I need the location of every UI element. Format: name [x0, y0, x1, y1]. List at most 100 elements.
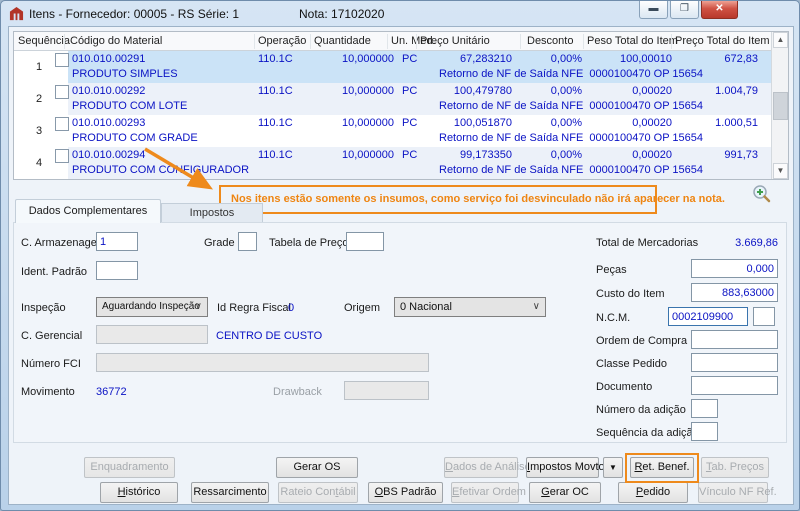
row-unit-price: 67,283210: [460, 53, 512, 65]
close-button[interactable]: ✕: [701, 1, 738, 19]
ordem-compra-label: Ordem de Compra: [596, 335, 688, 347]
row-description: PRODUTO COM GRADE: [72, 132, 198, 144]
pedido-button[interactable]: Pedido: [618, 482, 688, 503]
table-row[interactable]: 1 010.010.00291 110.1C 10,000000 PC 67,2…: [14, 51, 771, 83]
row-discount: 0,00%: [550, 149, 582, 161]
ressarcimento-button[interactable]: Ressarcimento: [191, 482, 269, 503]
row-checkbox[interactable]: [55, 149, 69, 163]
grade-input[interactable]: [238, 232, 257, 251]
pecas-input[interactable]: [691, 259, 778, 278]
row-material-code: 010.010.00293: [72, 117, 146, 129]
col-desconto[interactable]: Desconto: [527, 35, 574, 47]
row-operation: 110.1C: [258, 149, 293, 161]
row-sequence: 3: [35, 125, 43, 137]
row-unit-price: 99,173350: [460, 149, 512, 161]
enquadramento-button: Enquadramento: [84, 457, 175, 478]
tabela-preco-input[interactable]: [346, 232, 384, 251]
row-quantity: 10,000000: [342, 149, 394, 161]
title-bar[interactable]: Itens - Fornecedor: 00005 - RS Série: 1 …: [1, 1, 799, 26]
scroll-up-icon[interactable]: ▲: [773, 32, 788, 48]
classe-pedido-input[interactable]: [691, 353, 778, 372]
chevron-down-icon: ∨: [532, 301, 540, 312]
sequencia-adicao-label: Sequência da adição: [596, 427, 699, 439]
row-description: PRODUTO SIMPLES: [72, 68, 178, 80]
row-checkbox[interactable]: [55, 85, 69, 99]
tabela-preco-label: Tabela de Preço: [269, 237, 349, 249]
row-note: Retorno de NF de Saída NFE 0000100470 OP…: [439, 132, 703, 144]
row-sequence: 4: [35, 157, 43, 169]
col-preco-unit[interactable]: Preço Unitário: [420, 35, 490, 47]
obs-padrao-button[interactable]: OBS Padrão: [368, 482, 443, 503]
col-quantidade[interactable]: Quantidade: [314, 35, 371, 47]
documento-input[interactable]: [691, 376, 778, 395]
row-note: Retorno de NF de Saída NFE 0000100470 OP…: [439, 100, 703, 112]
ident-padrao-label: Ident. Padrão: [21, 266, 88, 278]
col-un-med[interactable]: Un. Med.: [391, 35, 436, 47]
c-gerencial-desc: CENTRO DE CUSTO: [216, 330, 323, 342]
historico-button[interactable]: Histórico: [100, 482, 178, 503]
minimize-button[interactable]: ▬: [639, 1, 668, 19]
table-row[interactable]: 3 010.010.00293 110.1C 10,000000 PC 100,…: [14, 115, 771, 147]
col-codigo[interactable]: Código do Material: [70, 35, 163, 47]
numero-adicao-label: Número da adição: [596, 404, 686, 416]
row-operation: 110.1C: [258, 53, 293, 65]
table-row[interactable]: 2 010.010.00292 110.1C 10,000000 PC 100,…: [14, 83, 771, 115]
dados-analise-button: Dados de Análise: [444, 457, 531, 478]
scroll-down-icon[interactable]: ▼: [773, 163, 788, 179]
classe-pedido-label: Classe Pedido: [596, 358, 667, 370]
window-title-nota: Nota: 17102020: [299, 7, 385, 21]
ident-padrao-input[interactable]: [96, 261, 138, 280]
row-sequence: 2: [35, 93, 43, 105]
ret-benef-button[interactable]: Ret. Benef.: [630, 457, 694, 478]
row-checkbox[interactable]: [55, 53, 69, 67]
vertical-scrollbar[interactable]: ▲ ▼: [771, 32, 788, 179]
inspecao-label: Inspeção: [21, 302, 66, 314]
ncm-label: N.C.M.: [596, 312, 631, 324]
col-preco-total[interactable]: Preço Total do Item: [675, 35, 770, 47]
sequencia-adicao-input[interactable]: [691, 422, 718, 441]
row-material-code: 010.010.00294: [72, 149, 146, 161]
ncm-input[interactable]: [668, 307, 748, 326]
col-sequencia[interactable]: Sequência: [18, 35, 70, 47]
items-table: Sequência Código do Material Operação Qu…: [13, 31, 789, 180]
col-operacao[interactable]: Operação: [258, 35, 307, 47]
minimize-icon: ▬: [648, 3, 659, 14]
maximize-button[interactable]: ❐: [670, 1, 699, 19]
col-peso-total[interactable]: Peso Total do Item: [587, 35, 678, 47]
scrollbar-thumb[interactable]: [773, 92, 788, 120]
ordem-compra-input[interactable]: [691, 330, 778, 349]
numero-adicao-input[interactable]: [691, 399, 718, 418]
row-unit-price: 100,051870: [453, 117, 512, 129]
tab-dados-complementares[interactable]: Dados Complementares: [15, 199, 161, 223]
magnifier-plus-icon[interactable]: [752, 184, 771, 203]
numero-fci-input: [96, 353, 429, 372]
ret-benef-highlight: [625, 453, 699, 483]
tab-impostos[interactable]: Impostos: [161, 203, 263, 223]
gerar-os-button[interactable]: Gerar OS: [276, 457, 358, 478]
chevron-down-icon: ∨: [194, 301, 202, 312]
inspecao-select[interactable]: Aguardando Inspeção ∨: [96, 297, 208, 317]
ncm-ex-input[interactable]: [753, 307, 775, 326]
table-row[interactable]: 4 010.010.00294 110.1C 10,000000 PC 99,1…: [14, 147, 771, 179]
impostos-movto-dropdown-icon[interactable]: ▼: [603, 457, 623, 478]
c-gerencial-label: C. Gerencial: [21, 330, 83, 342]
origem-select[interactable]: 0 Nacional ∨: [394, 297, 546, 317]
id-regra-fiscal-label: Id Regra Fiscal: [217, 302, 291, 314]
vinculo-nf-button: Vínculo NF Ref.: [698, 482, 777, 503]
gerar-oc-button[interactable]: Gerar OC: [529, 482, 601, 503]
impostos-movto-button[interactable]: Impostos Movto: [526, 457, 605, 478]
custo-item-input[interactable]: [691, 283, 778, 302]
row-quantity: 10,000000: [342, 117, 394, 129]
maximize-icon: ❐: [680, 3, 689, 14]
items-table-header: Sequência Código do Material Operação Qu…: [14, 32, 771, 51]
drawback-label: Drawback: [273, 386, 322, 398]
row-material-code: 010.010.00291: [72, 53, 146, 65]
id-regra-fiscal-value: 0: [288, 302, 295, 314]
row-discount: 0,00%: [550, 85, 582, 97]
row-note: Retorno de NF de Saída NFE 0000100470 OP…: [439, 164, 703, 176]
annotation-arrow: [144, 147, 214, 190]
row-checkbox[interactable]: [55, 117, 69, 131]
row-weight: 0,00020: [632, 117, 672, 129]
c-gerencial-input: [96, 325, 208, 344]
c-armazenagem-input[interactable]: [96, 232, 138, 251]
